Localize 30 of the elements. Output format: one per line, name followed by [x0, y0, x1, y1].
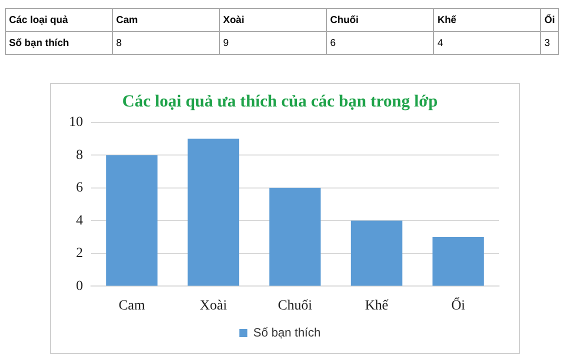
y-tick-label: 2 [76, 246, 83, 262]
x-tick-label: Xoài [200, 298, 228, 314]
legend-label: Số bạn thích [253, 325, 321, 340]
text: Số bạn thích [6, 32, 113, 54]
category-label: Khế [434, 8, 541, 32]
data-label: 8 [112, 32, 220, 54]
x-tick-label: Chuối [278, 298, 312, 314]
bar [350, 220, 402, 286]
y-tick-label: 8 [76, 148, 83, 163]
y-tick-label: 10 [69, 115, 83, 130]
x-tick-label: Ổi [451, 296, 466, 314]
x-tick-label: Khế [364, 298, 390, 314]
bar [188, 138, 240, 286]
bar [432, 237, 484, 286]
x-tick-label: Cam [118, 298, 146, 314]
data-label: 4 [434, 32, 541, 54]
category-label: Cam [112, 8, 220, 32]
data-label: 6 [326, 32, 434, 54]
y-tick-label: 4 [76, 213, 83, 228]
y-tick-label: 0 [76, 278, 83, 294]
data-label: 9 [220, 32, 327, 54]
bar [106, 155, 158, 286]
bar [269, 188, 321, 286]
text: Các loại quả [6, 8, 113, 32]
category-label: Xoài [220, 8, 327, 32]
data-label: 3 [540, 32, 558, 54]
category-label: Chuối [326, 8, 434, 32]
chart-title: Các loại quả ưa thích của các bạn trong lớp [122, 92, 438, 111]
y-tick-label: 6 [76, 180, 83, 196]
category-label: Ổi [540, 8, 558, 32]
